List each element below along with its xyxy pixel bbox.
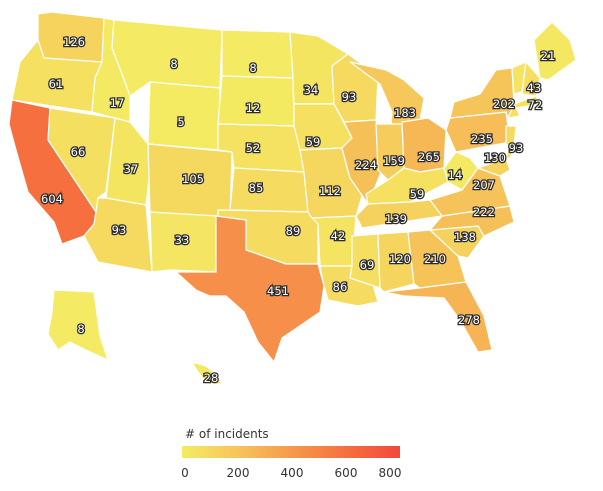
- legend-tick-200: 200: [226, 466, 250, 480]
- state-value-label-mn: 34: [304, 83, 319, 97]
- state-value-label-md: 130: [484, 151, 506, 165]
- state-value-label-me: 21: [541, 49, 556, 63]
- state-value-label-nh: 72: [528, 98, 543, 112]
- state-value-label-nd: 8: [249, 61, 256, 75]
- state-value-label-mo: 112: [319, 184, 341, 198]
- state-value-label-ga: 210: [424, 252, 446, 266]
- state-value-label-il: 224: [355, 158, 377, 172]
- state-az: [83, 197, 153, 273]
- state-value-label-or: 61: [49, 77, 64, 91]
- state-ak: [47, 289, 109, 361]
- state-value-label-nv: 66: [71, 145, 86, 159]
- state-value-label-co: 105: [182, 172, 204, 186]
- state-al: [377, 231, 415, 293]
- legend-tick-0: 0: [181, 466, 189, 480]
- state-nm: [149, 211, 219, 273]
- state-value-label-wi: 93: [342, 90, 357, 104]
- state-value-label-la: 86: [333, 280, 348, 294]
- state-value-label-nm: 33: [175, 233, 190, 247]
- legend-color-bar: [182, 446, 400, 458]
- state-tx: [175, 215, 325, 363]
- state-value-label-pa: 235: [471, 132, 493, 146]
- legend-tick-600: 600: [334, 466, 358, 480]
- state-value-label-ca: 604: [41, 192, 63, 206]
- state-value-label-fl: 278: [458, 313, 480, 327]
- legend-title: # of incidents: [185, 427, 269, 441]
- state-value-label-wy: 5: [177, 115, 184, 129]
- legend-tick-400: 400: [280, 466, 304, 480]
- state-me: [533, 21, 577, 81]
- state-nj: [505, 125, 517, 149]
- state-value-label-nc: 222: [473, 205, 495, 219]
- state-nh: [521, 61, 541, 97]
- state-value-label-ar: 42: [331, 229, 346, 243]
- state-value-label-mi: 183: [394, 106, 416, 120]
- state-md: [477, 157, 511, 177]
- state-value-label-ne: 52: [246, 141, 261, 155]
- state-nd: [221, 29, 294, 79]
- state-value-label-ak: 8: [77, 322, 84, 336]
- state-ms: [349, 233, 381, 289]
- state-value-label-ny: 202: [493, 97, 515, 111]
- state-value-label-nj: 93: [509, 141, 524, 155]
- state-value-label-sc: 138: [454, 230, 476, 244]
- state-value-label-vt: 43: [527, 81, 542, 95]
- state-value-label-wa: 126: [63, 35, 85, 49]
- state-value-label-ks: 85: [249, 181, 264, 195]
- state-value-label-id: 17: [110, 96, 125, 110]
- state-labels: 1266160417668537931053381252858945134591…: [40, 34, 557, 387]
- state-value-label-ky: 59: [410, 187, 425, 201]
- state-value-label-tx: 451: [267, 284, 289, 298]
- state-value-label-oh: 265: [418, 150, 440, 164]
- legend-tick-800: 800: [378, 466, 402, 480]
- state-value-label-tn: 139: [385, 212, 407, 226]
- state-value-label-va: 207: [473, 178, 495, 192]
- state-value-label-mt: 8: [170, 57, 177, 71]
- state-hi: [191, 361, 223, 385]
- state-value-label-az: 93: [112, 223, 127, 237]
- state-value-label-ok: 89: [286, 224, 301, 238]
- state-value-label-ut: 37: [124, 162, 139, 176]
- state-ks: [229, 167, 309, 213]
- state-value-label-sd: 12: [246, 101, 261, 115]
- state-value-label-ia: 59: [306, 135, 321, 149]
- state-value-label-ms: 69: [360, 258, 375, 272]
- state-value-label-wv: 14: [448, 168, 463, 182]
- state-fl: [383, 281, 493, 353]
- state-shapes: [8, 11, 577, 385]
- state-value-label-in: 159: [383, 154, 405, 168]
- state-value-label-al: 120: [389, 252, 411, 266]
- state-value-label-hi: 28: [204, 371, 219, 385]
